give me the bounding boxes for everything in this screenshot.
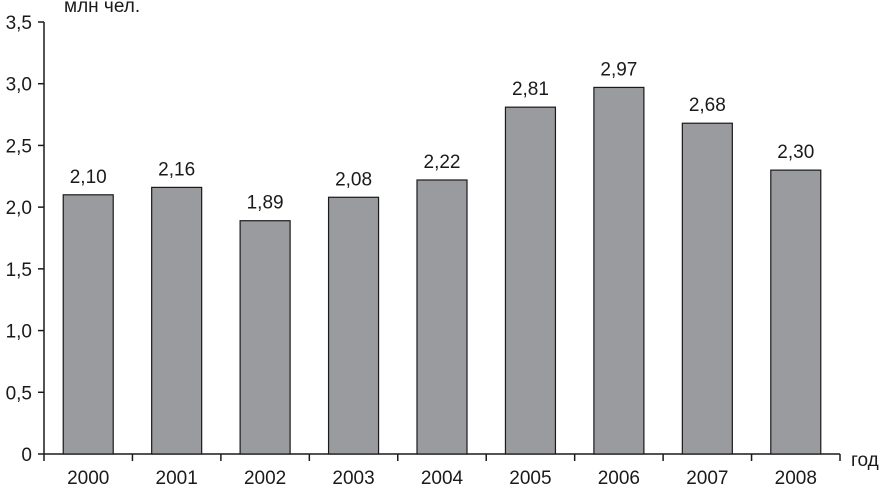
- bar-2008: [770, 169, 822, 455]
- bar-2005: [504, 106, 557, 455]
- x-tick-label-2001: 2001: [156, 468, 198, 489]
- y-tick-label: 1,0: [6, 322, 32, 343]
- y-axis-title: млн чел.: [64, 0, 140, 17]
- x-axis-title: год: [851, 450, 879, 471]
- y-tick-label: 2,0: [6, 198, 32, 219]
- bar-2001: [151, 186, 203, 455]
- data-label-2001: 2,16: [158, 159, 195, 180]
- data-label-2008: 2,30: [777, 142, 814, 163]
- y-tick-label: 3,5: [6, 13, 32, 34]
- bar-2002: [239, 220, 291, 455]
- y-tick-label: 3,0: [6, 75, 32, 96]
- bar-2000: [62, 194, 114, 455]
- data-label-2003: 2,08: [335, 169, 372, 190]
- x-ticks: 2000 2001 2002 2003 2004 2005 2006 2007 2008: [43, 454, 841, 489]
- data-label-2002: 1,89: [247, 193, 284, 214]
- data-label-2005: 2,81: [512, 79, 549, 100]
- x-tick-label-2008: 2008: [775, 468, 817, 489]
- bar-2004: [416, 179, 468, 455]
- bars: [62, 86, 822, 455]
- data-label-2004: 2,22: [424, 152, 461, 173]
- data-label-2006: 2,97: [600, 59, 637, 80]
- value-labels: 2,10 2,16 1,89 2,08 2,22 2,81 2,97 2,68 2,30: [70, 59, 815, 213]
- y-tick-label: 2,5: [6, 136, 32, 157]
- x-tick-label-2004: 2004: [421, 468, 464, 489]
- y-tick-label: 0,5: [6, 383, 32, 404]
- x-tick-label-2003: 2003: [332, 468, 374, 489]
- x-tick-label-2002: 2002: [244, 468, 286, 489]
- y-tick-label: 1,5: [6, 260, 32, 281]
- x-tick-label-2005: 2005: [509, 468, 551, 489]
- x-tick-label-2007: 2007: [686, 468, 728, 489]
- bar-2006: [593, 86, 645, 455]
- data-label-2000: 2,10: [70, 167, 107, 188]
- x-tick-label-2000: 2000: [67, 468, 109, 489]
- data-label-2007: 2,68: [689, 95, 726, 116]
- bar-2007: [681, 122, 733, 455]
- bar-2003: [327, 196, 380, 455]
- x-tick-label-2006: 2006: [598, 468, 640, 489]
- y-tick-label: 0: [21, 445, 32, 466]
- y-ticks: 0 0,5 1,0 1,5 2,0 2,5 3,0 3,5: [6, 13, 44, 466]
